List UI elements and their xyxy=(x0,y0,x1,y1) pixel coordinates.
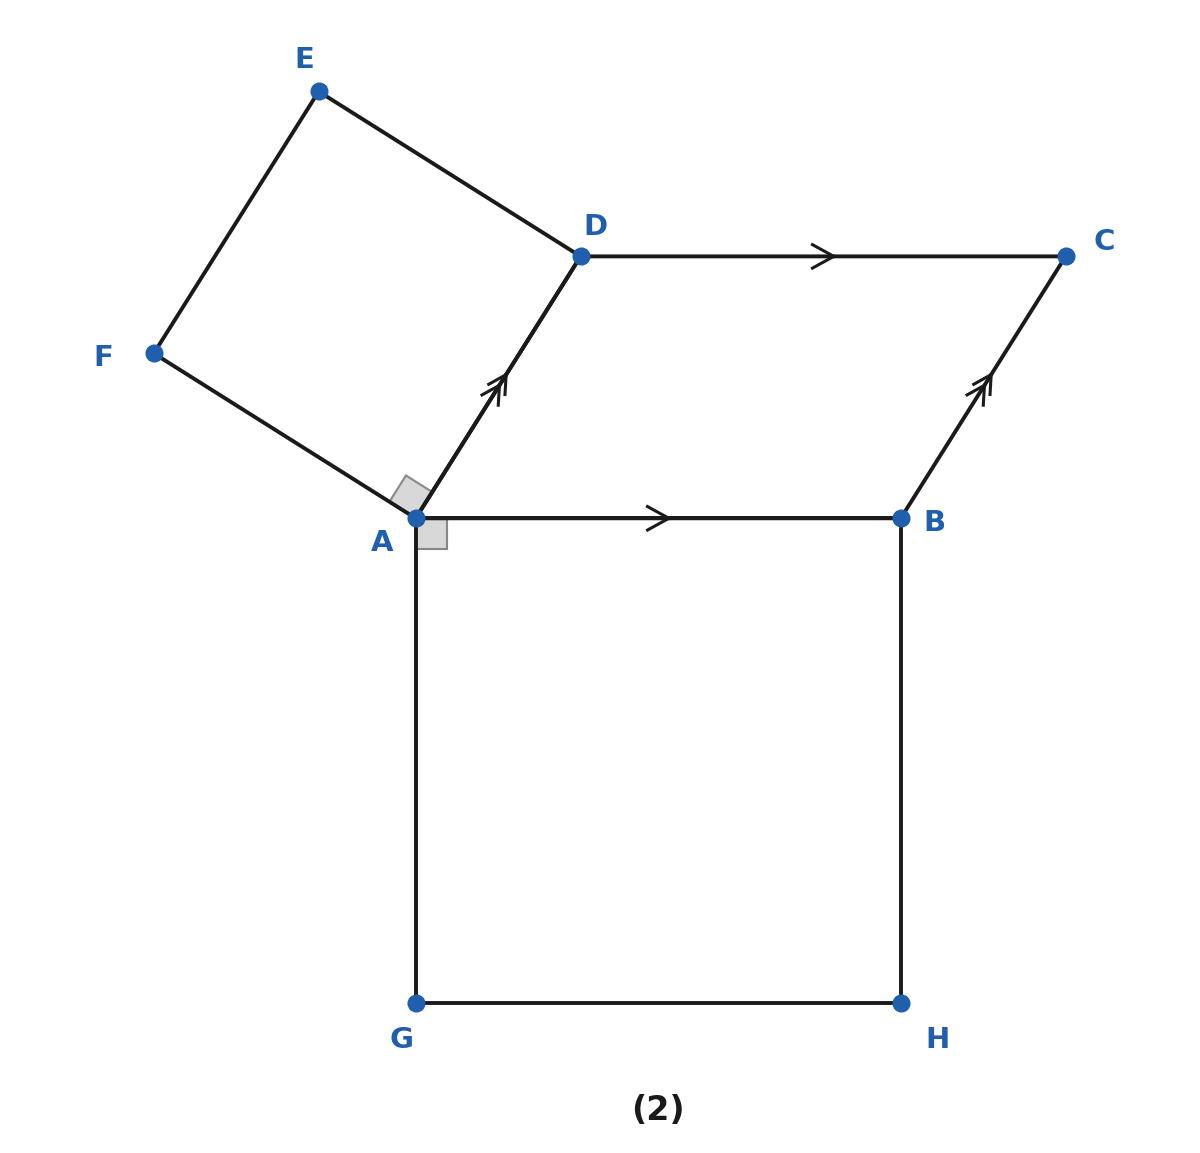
Text: H: H xyxy=(925,1026,949,1054)
Text: (2): (2) xyxy=(631,1093,685,1126)
Text: B: B xyxy=(924,510,946,537)
Polygon shape xyxy=(415,519,446,549)
Text: E: E xyxy=(294,46,314,75)
Text: C: C xyxy=(1093,228,1115,256)
Text: A: A xyxy=(371,528,392,557)
Text: D: D xyxy=(583,213,607,241)
Text: G: G xyxy=(389,1026,413,1054)
Text: F: F xyxy=(94,345,113,372)
Polygon shape xyxy=(390,475,432,519)
